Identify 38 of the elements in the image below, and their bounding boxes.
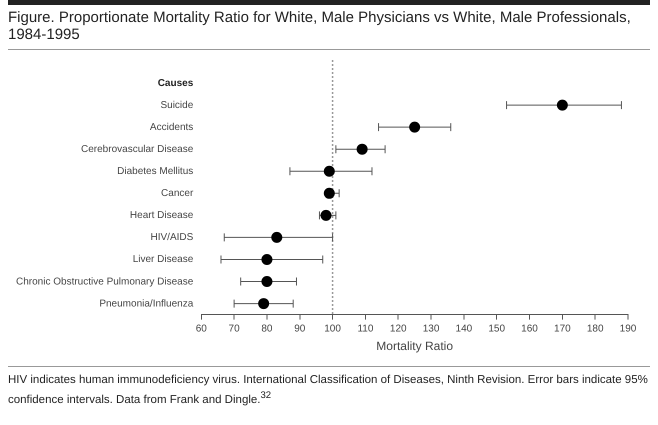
x-tick-label: 110 (357, 323, 374, 334)
point (324, 166, 335, 177)
x-tick-label: 160 (521, 323, 538, 334)
x-tick-label: 90 (294, 323, 306, 334)
chart-title: Figure. Proportionate Mortality Ratio for White, Male Physicians vs White, Male Professionals, 1984-1995 (8, 5, 650, 50)
x-tick-label: 170 (554, 323, 572, 334)
y-tick-label: Accidents (150, 122, 194, 133)
x-tick-label: 150 (488, 323, 506, 334)
y-tick-label: Cancer (161, 188, 194, 200)
text: HIV indicates human immunodeficiency virus. International Classification of Diseases, Ninth Revision. Error bars indicate 95% confidence intervals. Data from Frank and Dingle.$^{32}$ (8, 373, 649, 408)
x-tick-label: 130 (422, 323, 440, 334)
point (324, 188, 335, 199)
x-tick-label: 80 (261, 323, 273, 334)
y-tick-label: Diabetes Mellitus (117, 166, 194, 177)
y-axis-title: Causes (158, 78, 194, 89)
point (258, 298, 270, 310)
point (320, 210, 332, 221)
x-axis-title: Mortality Ratio (376, 339, 454, 354)
y-tick-label: Heart Disease (130, 210, 194, 222)
y-tick-label: Pneumonia/Influenza (99, 298, 194, 310)
x-tick-label: 120 (390, 323, 408, 334)
y-tick-label: Cerebrovascular Disease (81, 144, 194, 155)
y-tick-label: HIV/AIDS (150, 232, 194, 244)
x-tick-label: 190 (620, 323, 637, 334)
y-tick-label: Suicide (160, 100, 194, 111)
y-tick-label: Liver Disease (132, 254, 194, 266)
point (409, 122, 420, 133)
y-tick-label: Chronic Obstructive Pulmonary Disease (16, 276, 194, 288)
point (356, 144, 368, 155)
x-tick-label: 60 (196, 323, 208, 334)
point (261, 276, 272, 288)
point (556, 100, 568, 111)
point (271, 232, 282, 243)
x-tick-label: 140 (456, 323, 473, 334)
point (261, 254, 272, 265)
x-tick-label: 180 (586, 323, 604, 334)
x-tick-label: 100 (324, 323, 342, 334)
x-tick-label: 70 (228, 323, 240, 334)
